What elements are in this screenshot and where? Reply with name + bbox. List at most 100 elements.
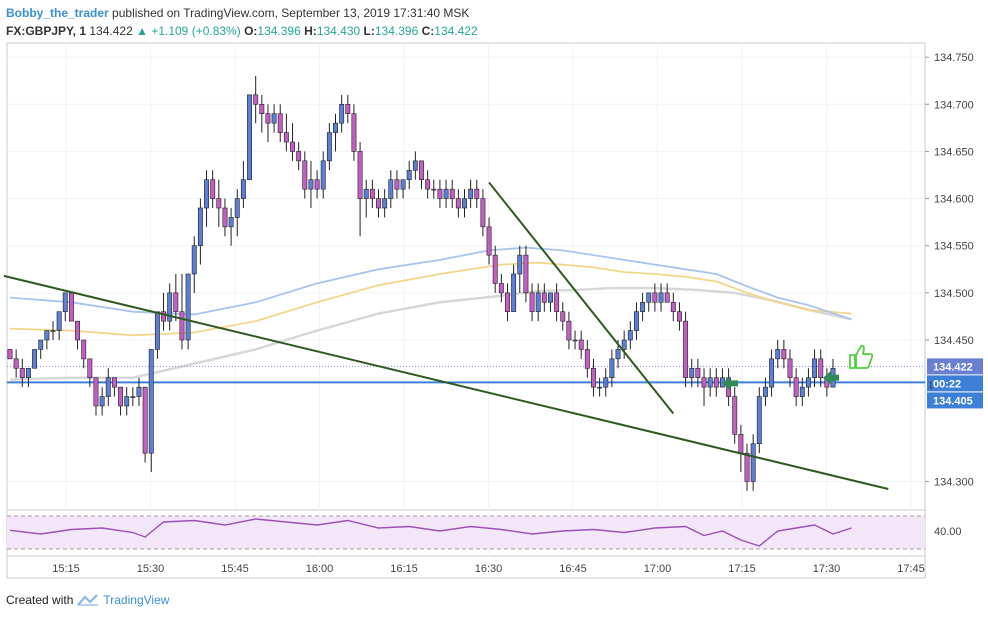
last-price-label-box	[927, 358, 983, 375]
candle-body	[118, 386, 124, 407]
candle-body	[750, 443, 756, 482]
candle	[388, 170, 394, 208]
candle	[204, 170, 209, 227]
candle-body	[290, 141, 295, 152]
candle-body	[93, 377, 99, 407]
candle	[812, 349, 818, 388]
rsi-line	[9, 518, 852, 547]
candle	[455, 189, 461, 218]
candle	[296, 142, 302, 171]
candle	[775, 340, 781, 369]
candle-body	[732, 396, 738, 435]
candle	[363, 179, 369, 218]
candle	[345, 94, 351, 124]
candle	[664, 283, 670, 303]
candle	[492, 245, 498, 293]
candle	[216, 179, 222, 227]
candle-body	[240, 179, 246, 199]
candle	[591, 358, 596, 397]
y-tick-label: 134.750	[934, 52, 974, 64]
candle	[222, 198, 228, 237]
candle	[634, 302, 639, 340]
countdown-label: 00:22	[933, 378, 961, 390]
candle-body	[762, 386, 768, 397]
y-tick-label: 134.650	[934, 146, 974, 158]
candle	[351, 104, 357, 161]
candle-body	[738, 433, 744, 454]
candle	[105, 368, 111, 406]
candle-body	[197, 207, 203, 247]
candle	[498, 274, 504, 303]
candle-body	[339, 103, 345, 124]
symbol-label: FX:GBPJPY, 1	[6, 24, 87, 38]
candle-body	[462, 198, 467, 209]
candle-body	[345, 103, 351, 115]
candle-body	[400, 179, 406, 190]
candle-body	[111, 377, 117, 388]
candle	[81, 339, 87, 369]
price-line-label: 134.405	[933, 395, 973, 407]
candle-body	[326, 132, 332, 162]
candle	[695, 358, 701, 388]
candle	[468, 179, 474, 208]
author-name[interactable]: Bobby_the_trader	[6, 6, 109, 20]
low-label: L:	[363, 24, 375, 38]
candle	[425, 170, 431, 199]
candle	[93, 377, 99, 416]
candle	[554, 283, 560, 322]
candle-body	[13, 358, 19, 369]
candle	[584, 340, 590, 378]
candle	[130, 387, 136, 406]
candle	[627, 321, 633, 350]
candle-body	[541, 292, 547, 303]
price-change: ▲ +1.109 (+0.83%)	[136, 24, 241, 38]
candle-body	[382, 198, 388, 209]
candle	[210, 170, 216, 208]
tradingview-brand[interactable]: TradingView	[103, 593, 170, 607]
candle-body	[677, 311, 682, 322]
x-tick-label: 17:45	[897, 563, 925, 575]
candle-body	[554, 292, 560, 313]
candle	[179, 274, 185, 350]
candle	[449, 179, 455, 208]
candle	[756, 387, 762, 454]
candle-body	[167, 292, 173, 322]
candle	[744, 443, 750, 491]
candle-body	[652, 292, 658, 303]
candle	[19, 358, 25, 388]
candle	[50, 321, 56, 340]
candle	[333, 113, 338, 152]
candle-body	[62, 292, 68, 313]
candle	[578, 330, 584, 359]
trendline	[3, 274, 889, 490]
candle	[443, 179, 449, 208]
candle-body	[505, 292, 510, 313]
candle	[314, 170, 320, 199]
candle-body	[566, 320, 572, 341]
candle	[302, 151, 308, 199]
candle-body	[283, 132, 289, 143]
candle-body	[548, 292, 553, 303]
candle-body	[707, 377, 713, 388]
candle	[781, 340, 787, 369]
candle	[646, 292, 652, 312]
candle-body	[480, 198, 486, 228]
candle	[240, 160, 246, 208]
candle	[805, 368, 811, 397]
x-tick-label: 17:15	[728, 563, 756, 575]
candle	[683, 311, 689, 388]
candle-body	[756, 396, 762, 445]
candle	[326, 123, 332, 171]
rsi-band	[7, 516, 925, 549]
candle	[320, 151, 326, 199]
candle	[271, 104, 277, 133]
x-tick-label: 17:30	[813, 563, 841, 575]
candle-body	[419, 160, 424, 181]
candle	[652, 283, 658, 312]
candle-body	[302, 160, 308, 190]
candle	[769, 349, 775, 397]
close-label: C:	[421, 24, 435, 38]
candle	[197, 198, 203, 265]
candle-body	[105, 377, 111, 397]
